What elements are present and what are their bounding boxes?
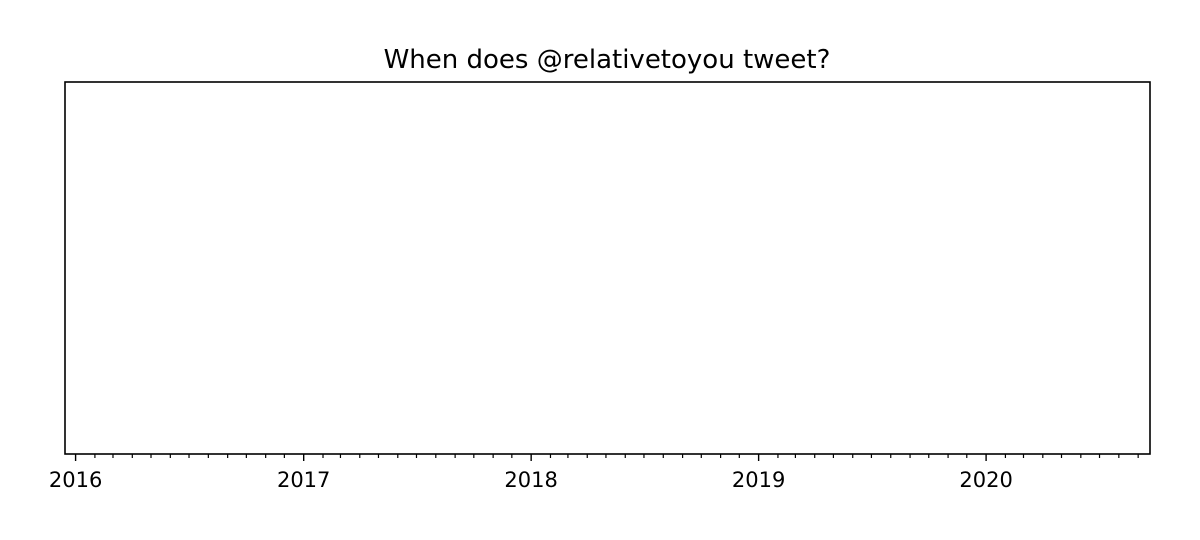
x-tick-label: 2019	[732, 468, 785, 492]
x-tick-label: 2018	[504, 468, 557, 492]
chart-title: When does @relativetoyou tweet?	[384, 45, 831, 75]
x-axis: 2016 2017 2018 2019 2020	[49, 454, 1139, 492]
x-tick-label: 2016	[49, 468, 102, 492]
plot-area	[64, 81, 1151, 455]
x-tick-label: 2020	[959, 468, 1012, 492]
x-tick-label: 2017	[277, 468, 330, 492]
